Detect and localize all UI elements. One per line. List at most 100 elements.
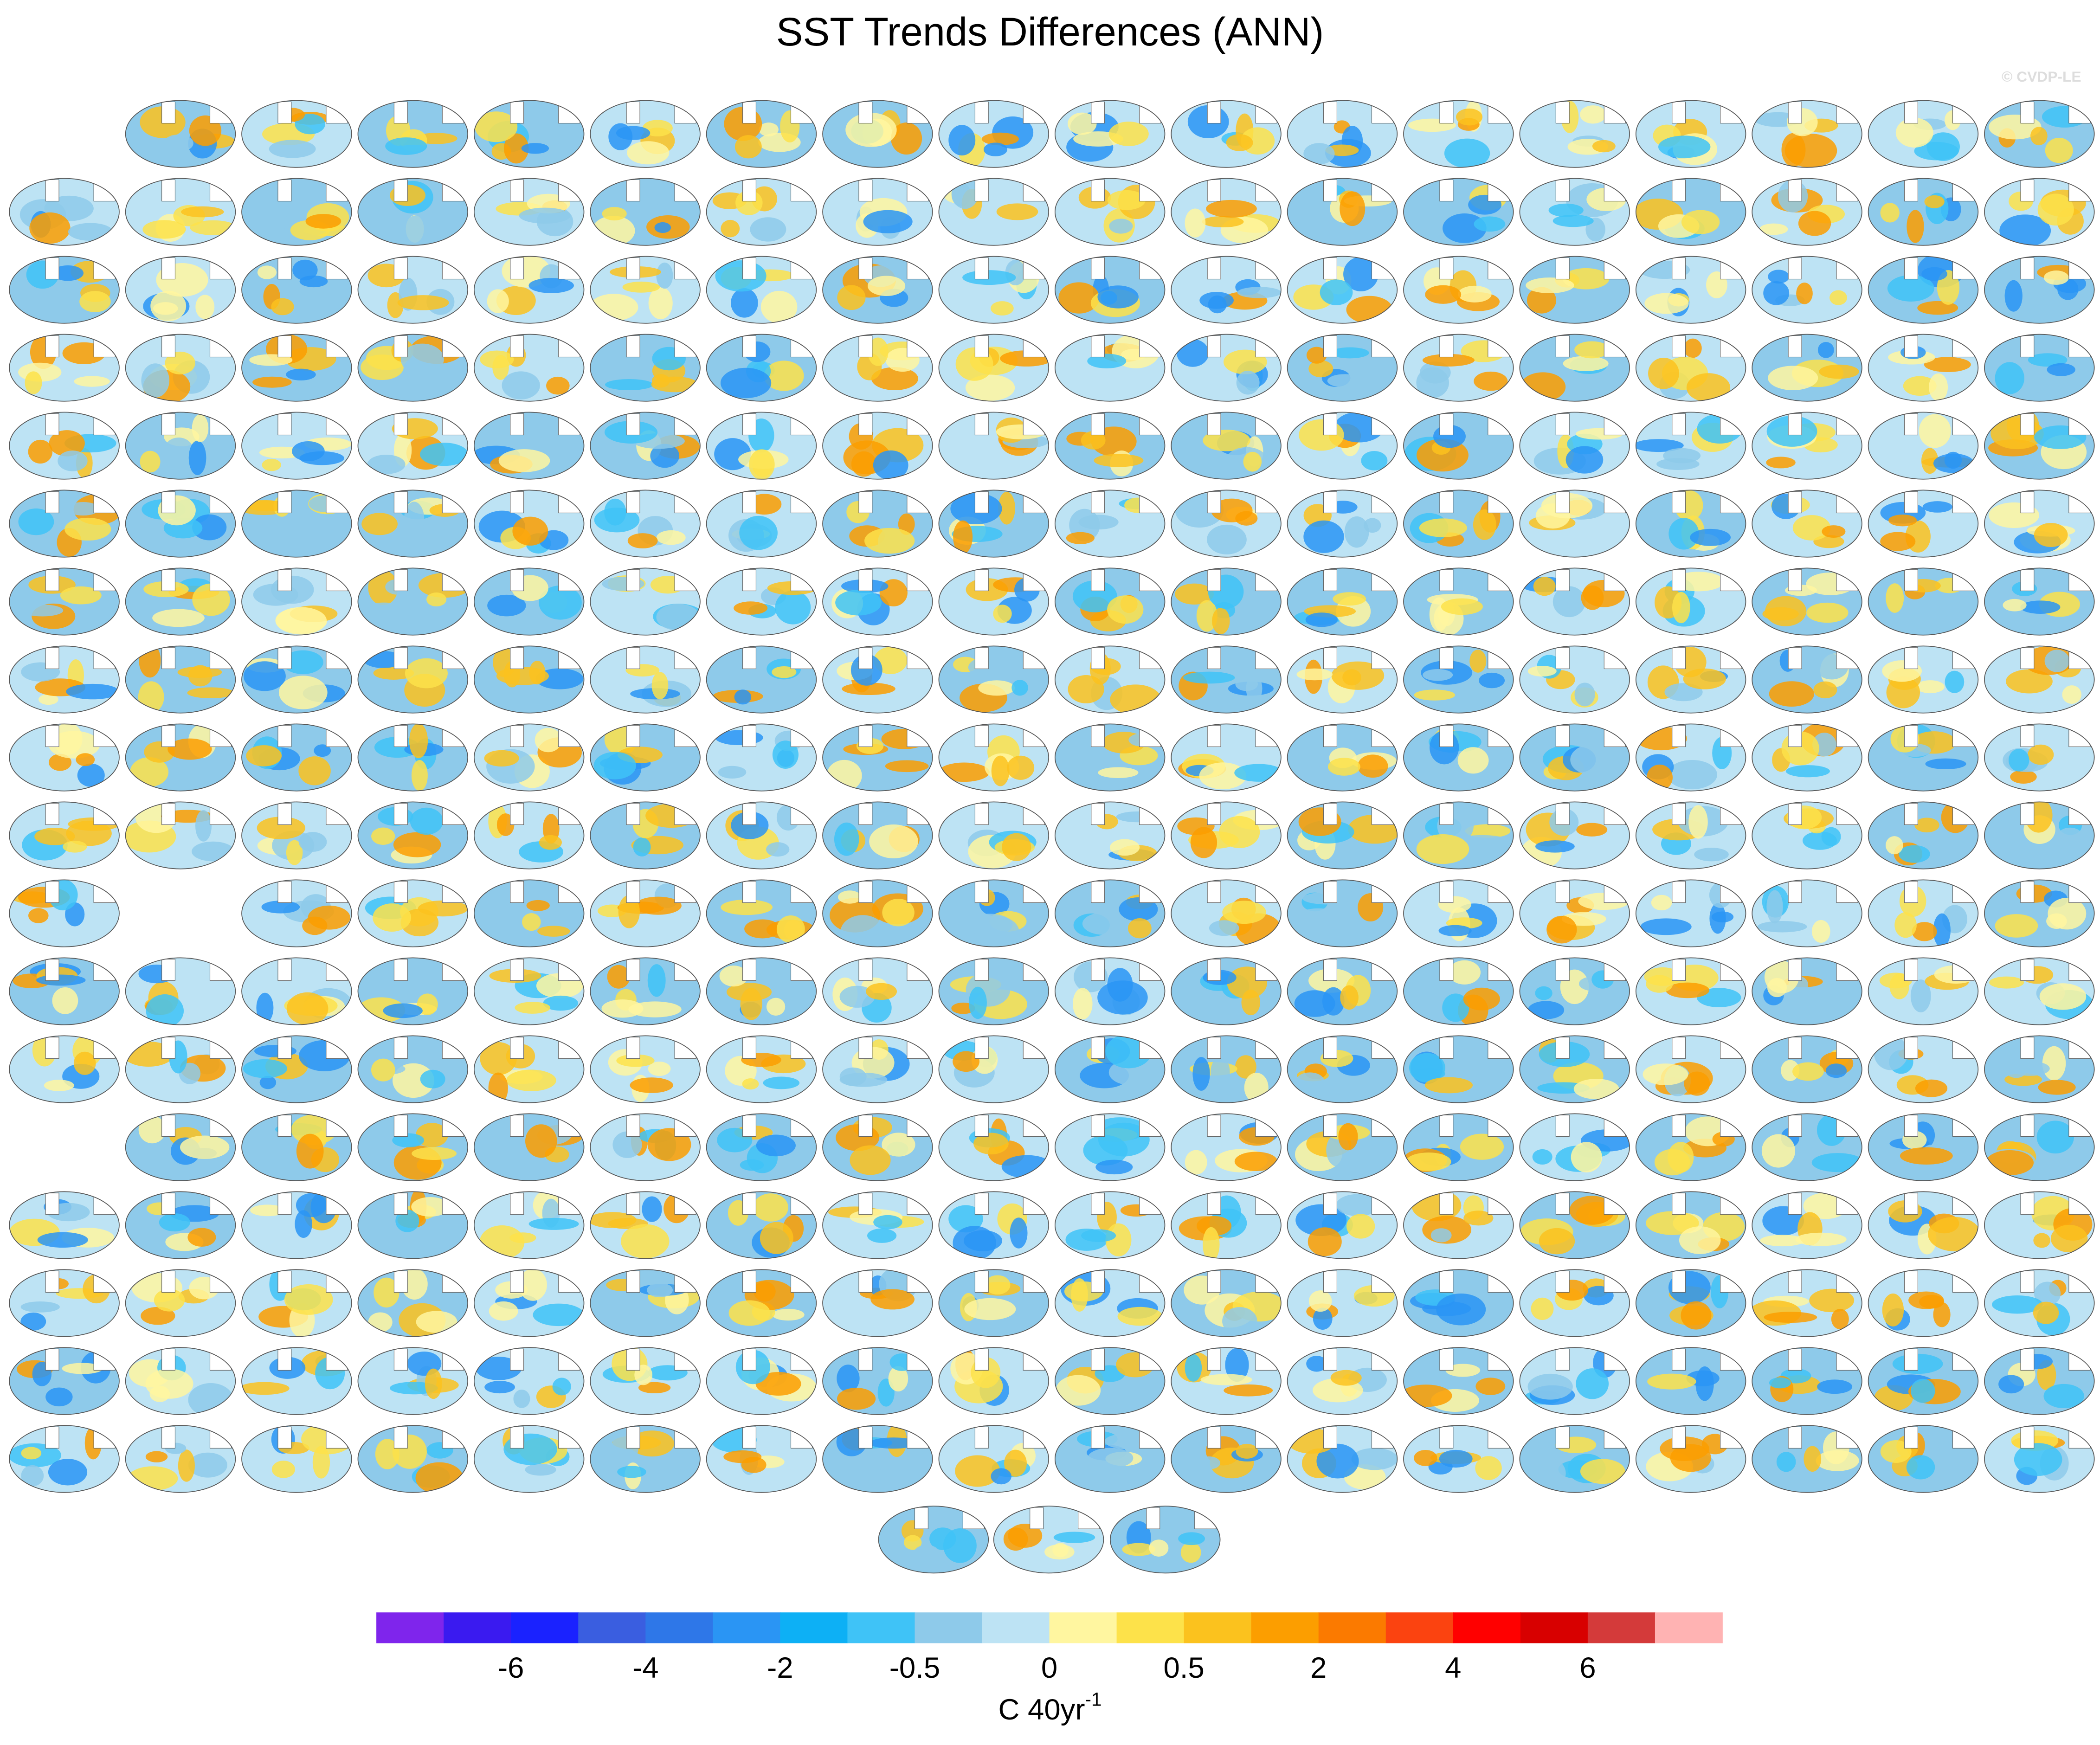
colorbar-box	[1587, 1612, 1656, 1643]
map-blob	[1527, 665, 1557, 677]
map-outline	[1752, 567, 1862, 636]
land	[1672, 1192, 1686, 1215]
map-blob	[2010, 770, 2037, 784]
map-outline	[241, 645, 352, 714]
map-blob	[742, 1078, 759, 1090]
map-blob	[250, 1204, 285, 1217]
land	[161, 179, 176, 202]
map-blob	[764, 361, 804, 391]
map-outline	[1635, 879, 1746, 947]
map-outline	[125, 412, 236, 480]
land	[1555, 1426, 1570, 1449]
land	[974, 413, 989, 436]
map-blob	[1574, 341, 1610, 359]
map-panel	[125, 100, 236, 167]
map-panel	[706, 958, 817, 1025]
land	[1439, 647, 1454, 670]
land	[45, 803, 59, 825]
map-blob	[1688, 805, 1708, 839]
map-blob	[991, 301, 1014, 316]
map-panel	[242, 490, 352, 557]
land	[277, 101, 292, 124]
map-panel	[1171, 880, 1281, 947]
map-blob	[68, 223, 113, 241]
map-blob	[358, 602, 411, 625]
land	[1555, 1037, 1570, 1059]
land	[1439, 1192, 1454, 1215]
map-blob	[1527, 1001, 1565, 1019]
map-blob	[1063, 751, 1108, 775]
land	[1323, 257, 1337, 280]
land	[2020, 959, 2035, 981]
land	[510, 335, 524, 358]
map-panel	[823, 1036, 933, 1103]
map-outline	[1635, 1113, 1746, 1181]
land	[1904, 1192, 1918, 1215]
land	[510, 257, 524, 280]
map-outline	[590, 723, 701, 792]
land	[1788, 413, 1802, 436]
map-blob	[1416, 367, 1449, 398]
map-outline	[590, 879, 701, 947]
map-panel	[1404, 1425, 1514, 1493]
map-outline	[241, 412, 352, 480]
map-blob	[1474, 371, 1508, 391]
map-outline	[1171, 879, 1282, 947]
map-blob	[721, 899, 773, 915]
land	[858, 413, 873, 436]
map-outline	[125, 957, 236, 1025]
map-blob	[1313, 1307, 1333, 1330]
map-outline	[1984, 1425, 2095, 1493]
map-blob	[1985, 1150, 2034, 1176]
map-blob	[1668, 518, 1699, 550]
map-blob	[873, 450, 908, 479]
map-blob	[1564, 291, 1593, 323]
map-blob	[506, 1069, 556, 1091]
map-outline	[1054, 645, 1166, 714]
map-panel	[823, 100, 933, 167]
map-blob	[1921, 448, 1939, 474]
land	[1904, 1037, 1918, 1059]
map-blob	[1344, 516, 1369, 548]
map-blob	[140, 451, 161, 473]
map-outline	[241, 1191, 352, 1259]
map-panel	[939, 802, 1049, 869]
map-outline	[1054, 1269, 1166, 1337]
map-panel	[1055, 646, 1165, 713]
map-panel	[474, 724, 584, 791]
map-outline	[1868, 256, 1979, 324]
map-panel	[590, 1347, 700, 1415]
map-outline	[1403, 256, 1514, 324]
map-blob	[39, 694, 58, 705]
map-blob	[404, 502, 425, 536]
map-panel	[1868, 1114, 1978, 1181]
map-outline	[241, 1425, 352, 1493]
map-panel	[1404, 802, 1514, 869]
map-panel	[1752, 1036, 1862, 1103]
land	[1091, 725, 1105, 747]
map-background	[358, 568, 468, 635]
map-blob	[955, 1455, 1000, 1487]
map-blob	[66, 820, 112, 846]
map-outline	[1054, 1347, 1166, 1415]
map-blob	[1770, 1466, 1818, 1488]
land	[626, 725, 640, 747]
land	[1091, 491, 1105, 514]
map-outline	[822, 801, 933, 869]
land	[1439, 1348, 1454, 1371]
map-blob	[519, 207, 571, 224]
land	[1323, 1037, 1337, 1059]
map-panel	[242, 646, 352, 713]
map-outline	[9, 723, 120, 792]
map-outline	[1054, 1035, 1166, 1103]
map-blob	[837, 1365, 860, 1392]
map-blob	[1475, 1378, 1506, 1395]
land	[161, 1114, 176, 1137]
map-blob	[1463, 1211, 1494, 1226]
map-outline	[1635, 801, 1746, 869]
map-background	[9, 1269, 119, 1337]
map-panel	[1636, 880, 1746, 947]
land	[1904, 1348, 1918, 1371]
map-blob	[49, 430, 85, 457]
land	[1555, 1114, 1570, 1137]
